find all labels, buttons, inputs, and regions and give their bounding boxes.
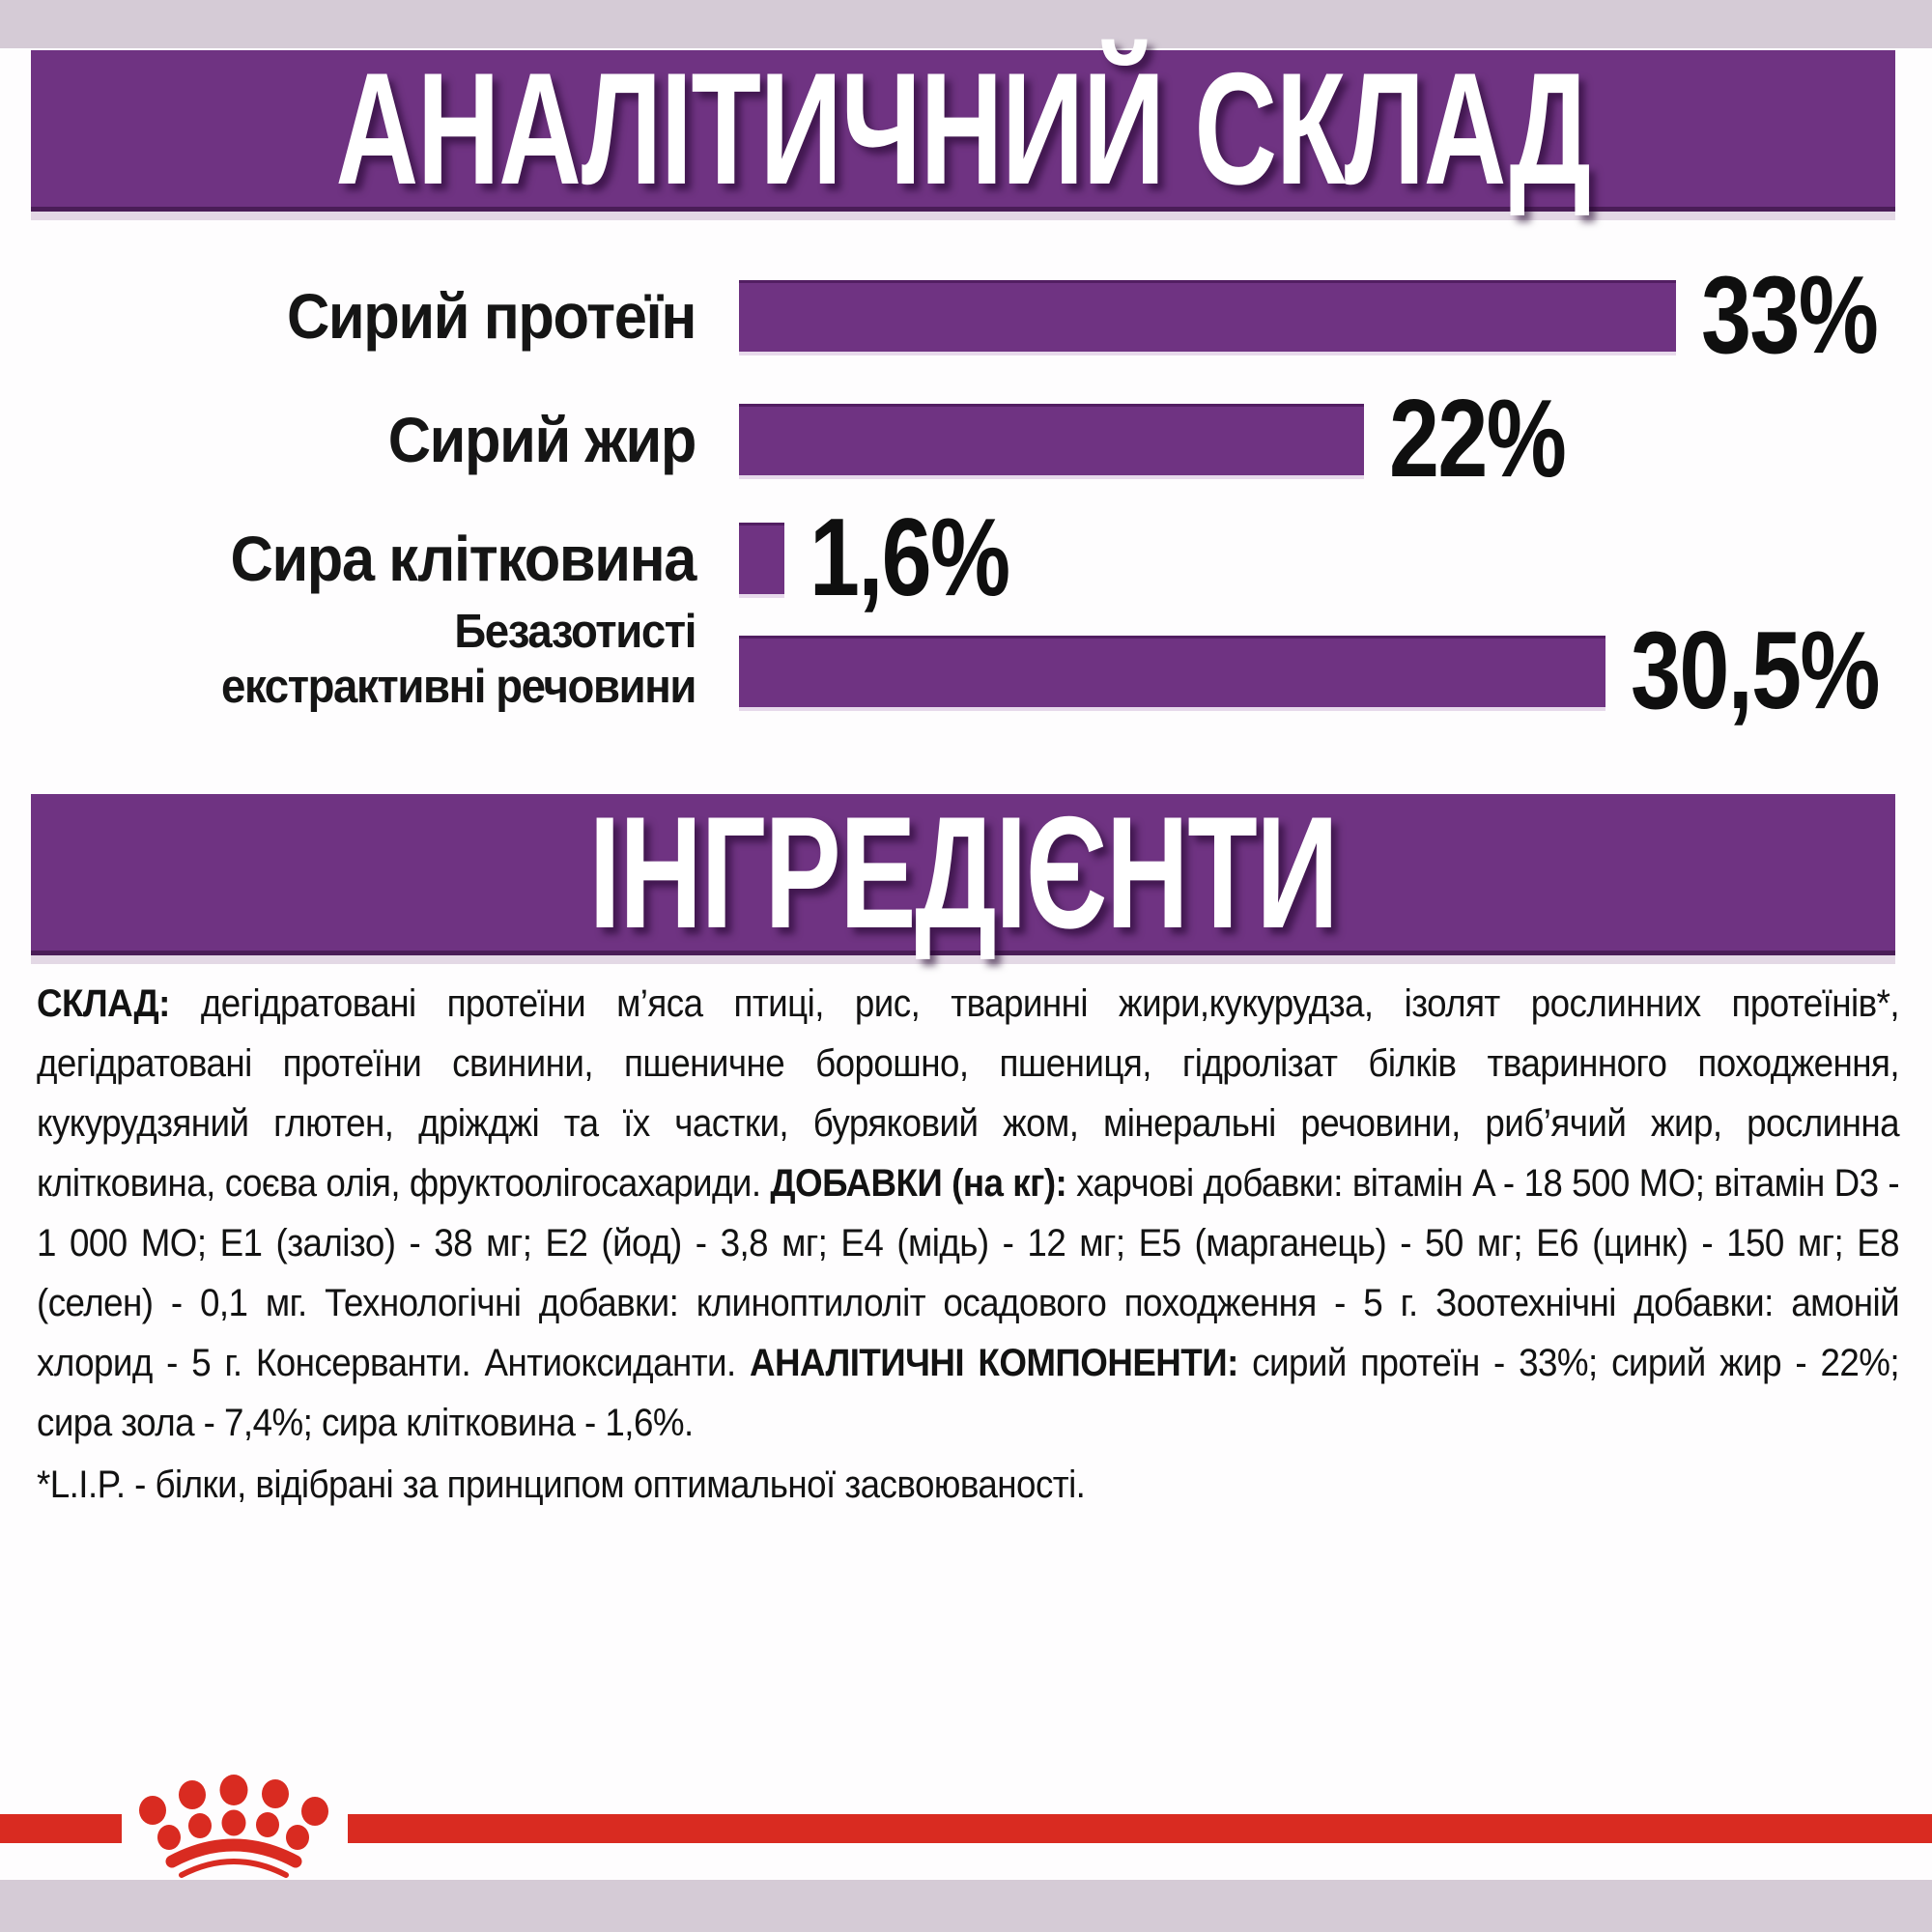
analytical-composition-banner: АНАЛІТИЧНИЙ СКЛАД — [31, 40, 1895, 217]
chart-row-protein: Сирий протеїн 33% — [0, 254, 1932, 377]
chart-row-fiber: Сира клітковина 1,6% — [0, 497, 1932, 619]
protein-bar — [739, 280, 1676, 352]
ingredients-text-block: СКЛАД: дегідратовані протеїни м’яса птиц… — [37, 974, 1900, 1515]
bar-category-label: Сирий жир — [387, 404, 697, 475]
top-margin-strip — [0, 0, 1932, 48]
bar-category-label: Безазотисті екстрактивні речовини — [220, 606, 696, 713]
bar-value-label: 30,5% — [1631, 610, 1881, 732]
royal-canin-crown-icon — [139, 1775, 328, 1878]
bar-category-label: Сирий протеїн — [286, 280, 696, 352]
ingredients-title: ІНГРЕДІЄНТИ — [588, 783, 1339, 961]
composition-label: СКЛАД: — [37, 982, 170, 1025]
chart-row-nfe: Безазотисті екстрактивні речовини 30,5% — [0, 606, 1932, 732]
bar-value-label: 1,6% — [810, 497, 1010, 619]
analytical-composition-title: АНАЛІТИЧНИЙ СКЛАД — [335, 40, 1592, 217]
bar-value-label: 22% — [1389, 378, 1567, 500]
bar-category-label: Сира клітковина — [230, 523, 697, 594]
analytical-components-text: сирий протеїн - 33%; сирий жир - 22%; си… — [37, 1342, 1900, 1444]
composition-text: дегідратовані протеїни м’яса птиці, рис,… — [37, 982, 1900, 1205]
fat-bar — [739, 404, 1364, 475]
lip-footnote: *L.I.P. - білки, відібрані за принципом … — [37, 1463, 1086, 1506]
nfe-bar — [739, 636, 1605, 707]
bar-value-label: 33% — [1701, 254, 1879, 377]
analytical-components-label: АНАЛІТИЧНІ КОМПОНЕНТИ: — [750, 1342, 1238, 1384]
chart-row-fat: Сирий жир 22% — [0, 378, 1932, 500]
fiber-bar — [739, 523, 784, 594]
ingredients-paragraph: СКЛАД: дегідратовані протеїни м’яса птиц… — [37, 974, 1900, 1453]
additives-text: харчові добавки: вітамін A - 18 500 МО; … — [37, 1162, 1900, 1384]
additives-label: ДОБАВКИ (на кг): — [770, 1162, 1067, 1205]
bottom-margin-strip — [0, 1880, 1932, 1932]
ingredients-banner: ІНГРЕДІЄНТИ — [31, 783, 1895, 961]
